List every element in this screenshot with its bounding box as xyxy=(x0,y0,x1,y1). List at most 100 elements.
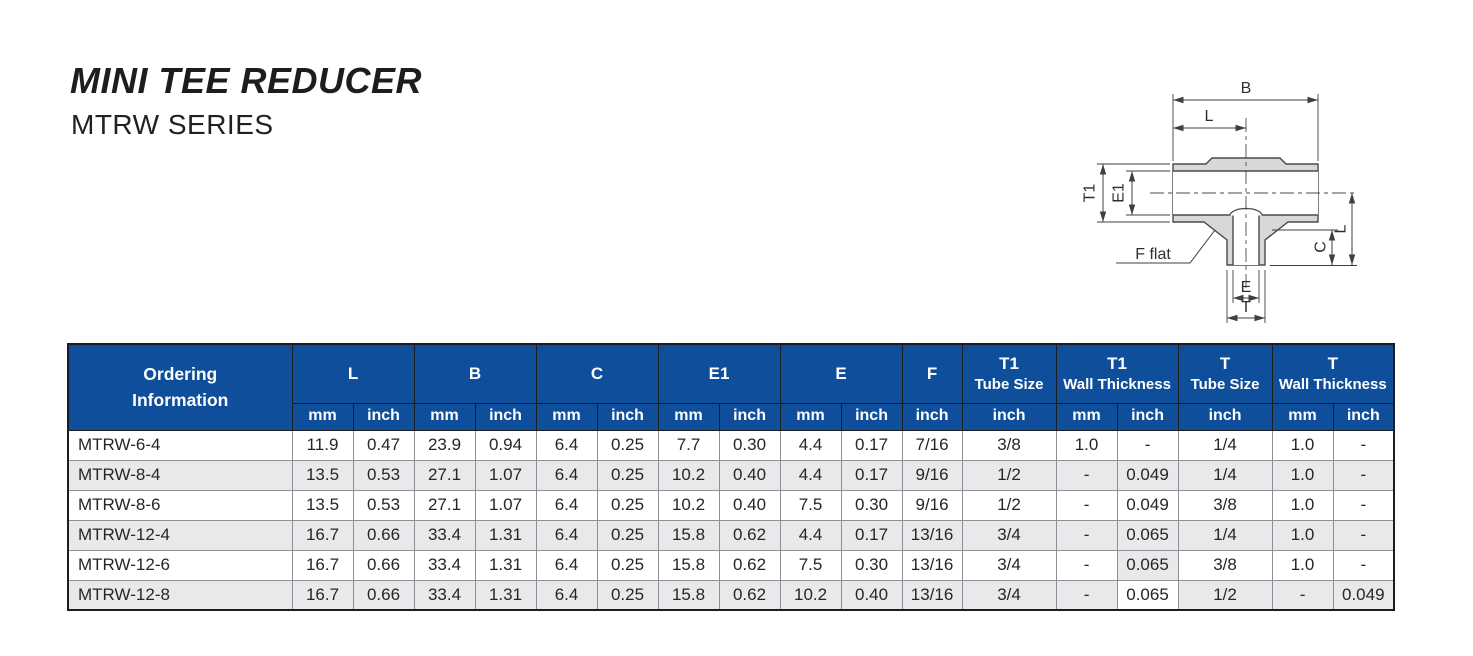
value-cell: 9/16 xyxy=(901,489,963,521)
value-cell: 0.049 xyxy=(1332,579,1395,611)
value-cell: - xyxy=(1332,489,1395,521)
spec-table: Ordering Information L B C E1 E F T1 Tub… xyxy=(67,343,1396,611)
dim-label-b: B xyxy=(1241,80,1252,97)
table-row: MTRW-8-4 13.5 0.53 27.1 1.07 6.4 0.25 10.2 0.40 4… xyxy=(67,459,1395,491)
value-cell: 3/8 xyxy=(1177,489,1273,521)
col-header-c: C xyxy=(535,343,659,404)
unit-header-c-mm: mm xyxy=(535,402,598,431)
value-cell: 0.30 xyxy=(840,489,903,521)
value-cell: 0.40 xyxy=(718,489,781,521)
table-row: MTRW-8-6 13.5 0.53 27.1 1.07 6.4 0.25 10.2 0.40 7… xyxy=(67,489,1395,521)
table-row: MTRW-6-4 11.9 0.47 23.9 0.94 6.4 0.25 7.7 0.30 4.… xyxy=(67,429,1395,461)
value-cell: 0.30 xyxy=(840,549,903,581)
unit-header-t-tube-size-inch: inch xyxy=(1177,402,1273,431)
group-sublabel: Tube Size xyxy=(1190,375,1260,393)
value-cell: 0.66 xyxy=(352,579,415,611)
value-cell: - xyxy=(1055,459,1118,491)
unit-header-e-mm: mm xyxy=(779,402,842,431)
value-cell: 11.9 xyxy=(291,429,354,461)
value-cell: 0.62 xyxy=(718,579,781,611)
page-title: MINI TEE REDUCER xyxy=(70,60,423,101)
value-cell: 1/2 xyxy=(1177,579,1273,611)
value-cell: 15.8 xyxy=(657,579,720,611)
value-cell: 0.25 xyxy=(596,579,659,611)
value-cell: 0.40 xyxy=(718,459,781,491)
value-cell: 1.07 xyxy=(474,489,537,521)
unit-header-e1-mm: mm xyxy=(657,402,720,431)
value-cell: 0.17 xyxy=(840,429,903,461)
value-cell: - xyxy=(1116,429,1179,461)
group-label: T xyxy=(1219,354,1231,374)
value-cell: 4.4 xyxy=(779,519,842,551)
dim-label-e1: E1 xyxy=(1111,183,1128,203)
group-sublabel: Wall Thickness xyxy=(1063,375,1171,393)
value-cell: 1.0 xyxy=(1271,429,1334,461)
value-cell: 1.0 xyxy=(1271,459,1334,491)
value-cell: 13.5 xyxy=(291,489,354,521)
unit-header-c-inch: inch xyxy=(596,402,659,431)
value-cell: 4.4 xyxy=(779,459,842,491)
model-cell: MTRW-8-6 xyxy=(67,489,293,521)
value-cell: 13.5 xyxy=(291,459,354,491)
value-cell: 23.9 xyxy=(413,429,476,461)
value-cell: 4.4 xyxy=(779,429,842,461)
unit-header-b-mm: mm xyxy=(413,402,476,431)
unit-header-f-inch: inch xyxy=(901,402,963,431)
value-cell: - xyxy=(1332,459,1395,491)
col-header-l: L xyxy=(291,343,415,404)
group-label: T1 xyxy=(999,354,1019,374)
col-header-t1-wall-thickness: T1 Wall Thickness xyxy=(1055,343,1179,404)
value-cell: 16.7 xyxy=(291,519,354,551)
dim-label-e: E xyxy=(1241,279,1252,296)
value-cell: 6.4 xyxy=(535,489,598,521)
value-cell: 1.0 xyxy=(1271,489,1334,521)
value-cell: 0.53 xyxy=(352,459,415,491)
value-cell: 0.049 xyxy=(1116,489,1179,521)
value-cell: 7.5 xyxy=(779,489,842,521)
value-cell: 1.0 xyxy=(1055,429,1118,461)
value-cell: - xyxy=(1055,579,1118,611)
table-row: MTRW-12-8 16.7 0.66 33.4 1.31 6.4 0.25 15.8 0.62… xyxy=(67,579,1395,611)
value-cell: 1.31 xyxy=(474,549,537,581)
group-label: T xyxy=(1327,354,1338,374)
value-cell: 6.4 xyxy=(535,579,598,611)
value-cell: 7.5 xyxy=(779,549,842,581)
unit-header-t-wall-mm: mm xyxy=(1271,402,1334,431)
value-cell: 13/16 xyxy=(901,549,963,581)
value-cell: 0.17 xyxy=(840,519,903,551)
value-cell: 10.2 xyxy=(657,459,720,491)
col-header-e: E xyxy=(779,343,903,404)
unit-header-l-mm: mm xyxy=(291,402,354,431)
value-cell: 0.065 xyxy=(1116,549,1179,581)
col-header-t1-tube-size: T1 Tube Size xyxy=(961,343,1057,404)
value-cell: 1/4 xyxy=(1177,459,1273,491)
value-cell: 3/4 xyxy=(961,519,1057,551)
value-cell: 0.17 xyxy=(840,459,903,491)
value-cell: 16.7 xyxy=(291,549,354,581)
value-cell: 6.4 xyxy=(535,459,598,491)
value-cell: 1.07 xyxy=(474,459,537,491)
model-cell: MTRW-8-4 xyxy=(67,459,293,491)
value-cell: - xyxy=(1271,579,1334,611)
unit-header-e-inch: inch xyxy=(840,402,903,431)
dim-label-c: C xyxy=(1313,241,1330,253)
value-cell: 0.30 xyxy=(718,429,781,461)
spec-table-body: MTRW-6-4 11.9 0.47 23.9 0.94 6.4 0.25 7.7 0.30 4.… xyxy=(67,429,1395,611)
dim-label-t1: T1 xyxy=(1082,184,1099,203)
value-cell: 13/16 xyxy=(901,519,963,551)
unit-header-t-wall-inch: inch xyxy=(1332,402,1395,431)
value-cell: 0.25 xyxy=(596,489,659,521)
value-cell: 6.4 xyxy=(535,429,598,461)
col-header-t-wall-thickness: T Wall Thickness xyxy=(1271,343,1395,404)
table-row: MTRW-12-6 16.7 0.66 33.4 1.31 6.4 0.25 15.8 0.62… xyxy=(67,549,1395,581)
value-cell: - xyxy=(1332,429,1395,461)
value-cell: 6.4 xyxy=(535,549,598,581)
value-cell: 16.7 xyxy=(291,579,354,611)
value-cell: 10.2 xyxy=(779,579,842,611)
value-cell: 3/8 xyxy=(1177,549,1273,581)
value-cell: 1/2 xyxy=(961,489,1057,521)
value-cell: - xyxy=(1055,489,1118,521)
value-cell: 0.66 xyxy=(352,519,415,551)
value-cell: 0.065 xyxy=(1116,579,1179,611)
value-cell: 15.8 xyxy=(657,549,720,581)
